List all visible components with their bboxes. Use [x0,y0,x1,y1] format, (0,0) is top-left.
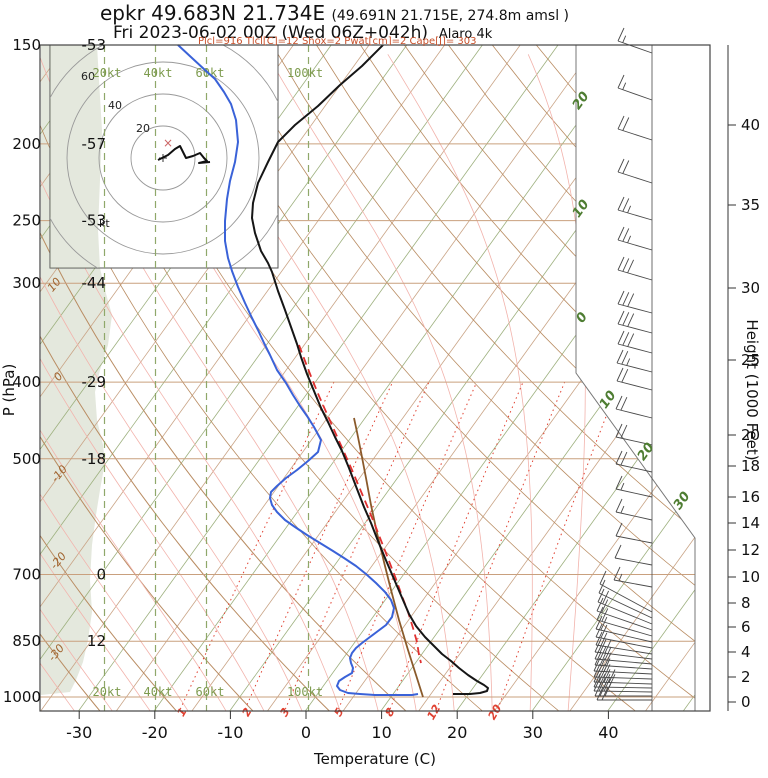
wind-scale-label-bottom: 100kt [287,685,323,699]
valid-time: Fri 2023-06-02 00Z (Wed 06Z+042h) Alaro … [113,23,493,43]
height-tick-label: 4 [741,643,751,661]
height-tick-label: 25 [741,351,760,369]
height-tick-label: 40 [741,116,760,134]
page-title: epkr 49.683N 21.734E (49.691N 21.715E, 2… [100,1,570,25]
level-temp-label: -29 [82,373,107,391]
height-tick-label: 2 [741,668,751,686]
level-temp-label: -53 [82,212,107,230]
temp-tick-label: -10 [217,723,243,742]
level-temp-label: -44 [82,274,107,292]
pressure-tick-label: 700 [12,565,41,583]
model-name: Alaro 4k [438,27,493,42]
plot-border [39,44,711,712]
level-temp-label: 12 [87,632,106,650]
pressure-tick-label: 250 [12,212,41,230]
height-tick-label: 14 [741,514,760,532]
isotherm-label: 20 [570,89,593,112]
height-tick-label: 20 [741,426,760,444]
pressure-tick-label: 300 [12,274,41,292]
pressure-tick-label: 200 [12,135,41,153]
temperature-trace [251,44,489,695]
pressure-axis-title: P (hPa) [0,364,18,417]
pressure-tick-label: 150 [12,36,41,54]
temp-tick-label: -30 [66,723,92,742]
wind-scale-label-bottom: 40kt [144,685,173,699]
pressure-tick-label: 850 [12,632,41,650]
isotherm-label: 10 [570,197,593,220]
pressure-tick-label: 500 [12,450,41,468]
level-temp-label: -53 [82,36,107,54]
mixing-ratio-label: 20 [486,702,505,722]
mixing-ratio-label: 12 [425,702,444,722]
hodograph-storm-marker: × [163,136,173,150]
height-tick-label: 18 [741,457,760,475]
pressure-tick-label: 1000 [3,688,41,706]
temp-tick-label: 10 [371,723,391,742]
wind-scale-label-top: 60kt [196,66,225,80]
height-tick-label: 8 [741,594,751,612]
height-tick-label: 16 [741,488,760,506]
isotherm-label: 20 [635,440,658,463]
temp-tick-label: 0 [301,723,311,742]
height-tick-label: 30 [741,279,760,297]
dewpoint-trace [177,44,419,696]
level-temp-label: -18 [82,450,107,468]
wind-barbs [593,27,653,711]
temp-tick-label: -20 [142,723,168,742]
hodograph-ring-label: 20 [136,122,150,135]
wind-scale-label-bottom: 60kt [196,685,225,699]
height-tick-label: 10 [741,568,760,586]
wind-scale-label-bottom: 20kt [93,685,122,699]
mixing-ratio-label: 2 [239,705,254,718]
wind-scale-label-top: 20kt [93,66,122,80]
height-tick-label: 6 [741,618,751,636]
mixing-ratio-label: 3 [277,705,292,718]
wind-scale-label-top: 100kt [287,66,323,80]
mixing-ratio-label: 1 [174,706,189,719]
plot-inner-boundary [575,45,696,711]
temp-tick-label: 20 [447,723,467,742]
temperature-axis-title: Temperature (C) [313,750,436,768]
parcel-trace [298,344,422,664]
indices-line: Plcl=916 Tlcl[C]=12 Shox=2 Pwat[cm]=2 Ca… [198,36,477,47]
level-temp-label: -57 [82,135,107,153]
hodograph-ring-label: 60 [81,70,95,83]
height-tick-label: 12 [741,541,760,559]
mixing-ratio-label: 8 [382,705,397,718]
hodograph-ring-label: kt [99,217,110,230]
wind-scale-label-top: 40kt [144,66,173,80]
height-tick-label: 35 [741,196,760,214]
temp-tick-label: 40 [598,723,618,742]
pressure-axis: 150 200 250 300 400 500 700 850 1000 -53 -57 -53 -44… [0,36,106,706]
height-tick-label: 0 [741,693,751,711]
hodograph-trace [157,145,211,164]
temperature-axis: -30 -20 -10 0 10 20 30 40 Temperature (C) [66,711,619,768]
station-subtitle: (49.691N 21.715E, 274.8m amsl ) [331,8,570,24]
level-temp-label: 0 [96,565,106,583]
height-axis-title: Height (1000 Feet) [743,319,761,460]
pressure-tick-label: 400 [12,373,41,391]
temp-tick-label: 30 [523,723,543,742]
hodograph-ring-label: 40 [108,99,122,112]
